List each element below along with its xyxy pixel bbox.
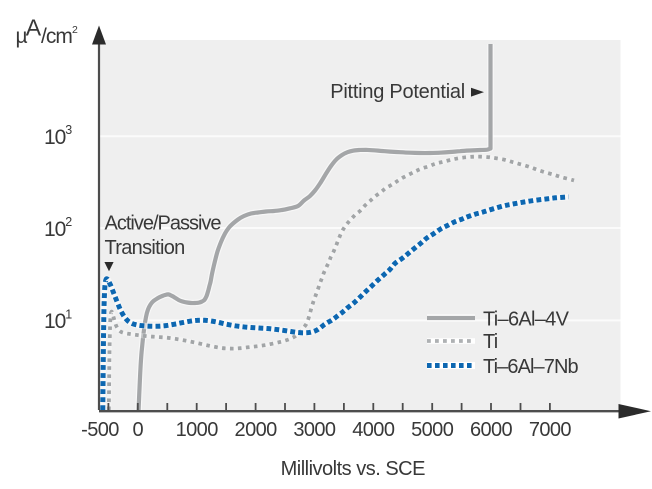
svg-text:2: 2 [72, 24, 78, 36]
svg-text:-500: -500 [81, 419, 119, 441]
svg-text:0: 0 [133, 419, 144, 441]
svg-text:4000: 4000 [352, 419, 395, 441]
svg-text:5000: 5000 [411, 419, 454, 441]
svg-text:2: 2 [65, 215, 72, 229]
svg-text:6000: 6000 [470, 419, 513, 441]
svg-text:Transition: Transition [105, 237, 185, 259]
svg-text:10: 10 [44, 310, 66, 333]
svg-text:7000: 7000 [529, 419, 572, 441]
svg-text:Pitting Potential: Pitting Potential [330, 81, 465, 103]
svg-text:Active/Passive: Active/Passive [105, 213, 222, 235]
svg-text:A: A [26, 15, 42, 41]
svg-text:Ti–6Al–4V: Ti–6Al–4V [483, 309, 570, 331]
svg-text:2000: 2000 [235, 419, 278, 441]
svg-text:1: 1 [65, 307, 72, 321]
svg-text:10: 10 [44, 218, 66, 241]
svg-text:Ti: Ti [483, 331, 498, 353]
svg-text:10: 10 [44, 126, 66, 149]
svg-text:3000: 3000 [293, 419, 336, 441]
svg-text:Ti–6Al–7Nb: Ti–6Al–7Nb [483, 356, 579, 378]
svg-text:/cm: /cm [41, 25, 72, 48]
svg-text:3: 3 [65, 123, 72, 137]
svg-text:µ: µ [16, 25, 28, 48]
svg-text:Millivolts vs. SCE: Millivolts vs. SCE [281, 458, 426, 480]
svg-text:1000: 1000 [176, 419, 219, 441]
